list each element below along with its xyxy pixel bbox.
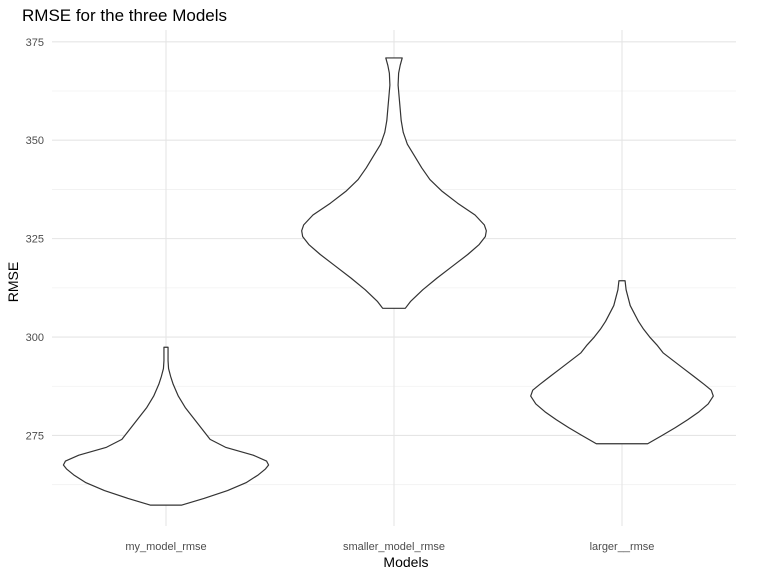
y-axis-ticks: 275 300 325 350 375 bbox=[26, 37, 44, 443]
y-axis-title: RMSE bbox=[5, 262, 21, 302]
y-tick-label: 275 bbox=[26, 430, 44, 442]
chart-title: RMSE for the three Models bbox=[22, 6, 227, 25]
violin-my_model_rmse bbox=[62, 346, 270, 506]
y-tick-label: 350 bbox=[26, 135, 44, 147]
violin-smaller_model_rmse bbox=[301, 57, 487, 309]
x-axis-ticks: my_model_rmse smaller_model_rmse larger__r… bbox=[125, 541, 654, 553]
x-tick-label: smaller_model_rmse bbox=[343, 541, 445, 553]
x-tick-label: larger__rmse bbox=[590, 541, 655, 553]
violins bbox=[62, 57, 714, 506]
violin-larger__rmse bbox=[530, 280, 714, 445]
x-axis-title: Models bbox=[383, 554, 428, 570]
y-tick-label: 300 bbox=[26, 332, 44, 344]
y-tick-label: 325 bbox=[26, 234, 44, 246]
x-tick-label: my_model_rmse bbox=[125, 541, 206, 553]
y-tick-label: 375 bbox=[26, 37, 44, 49]
